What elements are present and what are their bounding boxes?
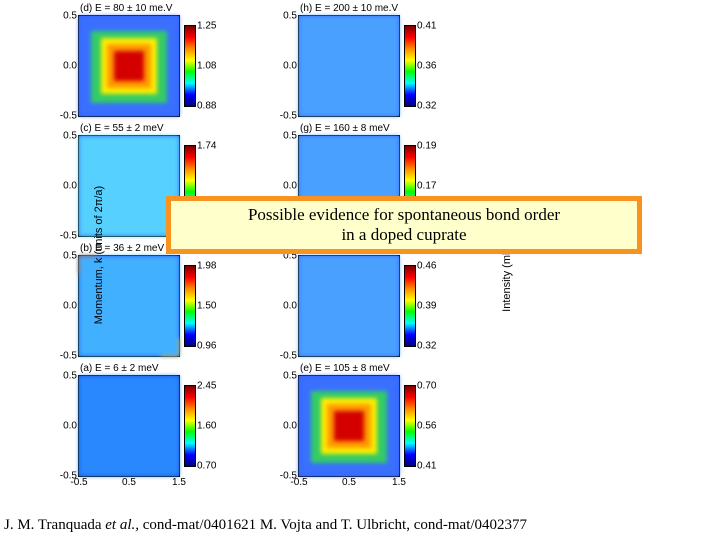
callout-line1: Possible evidence for spontaneous bond o…: [189, 205, 619, 225]
x-tick: 0.5: [342, 477, 356, 488]
y-tick: -0.5: [280, 111, 297, 122]
colorbar-tick: 0.41: [417, 461, 436, 472]
colorbar-tick: 0.96: [197, 341, 216, 352]
y-tick: 0.0: [63, 181, 77, 192]
y-tick: 0.0: [63, 421, 77, 432]
colorbar-tick: 0.32: [417, 101, 436, 112]
y-tick: -0.5: [60, 111, 77, 122]
colorbar: 1.981.500.96: [184, 265, 196, 347]
colorbar: 0.410.360.32: [404, 25, 416, 107]
y-tick: -0.5: [60, 231, 77, 242]
panel-title: (h) E = 200 ± 10 me.V: [300, 3, 398, 14]
colorbar: 2.451.600.70: [184, 385, 196, 467]
heatmap: 0.50.0-0.5: [298, 15, 400, 117]
heatmap: 0.50.0-0.5: [78, 15, 180, 117]
y-tick: 0.5: [283, 11, 297, 22]
callout-box: Possible evidence for spontaneous bond o…: [166, 196, 642, 254]
ref-left-id: cond-mat/0401621: [143, 517, 256, 533]
colorbar-tick: 2.45: [197, 381, 216, 392]
y-tick: 0.5: [63, 131, 77, 142]
heatmap: 0.50.0-0.5-0.50.51.5: [298, 375, 400, 477]
colorbar-tick: 0.39: [417, 301, 436, 312]
colorbar-tick: 1.25: [197, 21, 216, 32]
y-tick: -0.5: [60, 351, 77, 362]
x-tick: 1.5: [392, 477, 406, 488]
panel-a: (a) E = 6 ± 2 meV0.50.0-0.5-0.50.51.52.4…: [78, 375, 178, 475]
colorbar: 0.460.390.32: [404, 265, 416, 347]
colorbar-tick: 0.70: [197, 461, 216, 472]
colorbar-tick: 1.60: [197, 421, 216, 432]
y-tick: -0.5: [280, 351, 297, 362]
references: J. M. Tranquada et al., cond-mat/0401621…: [4, 517, 716, 534]
y-axis-label: Momentum, k (units of 2π/a): [93, 186, 105, 324]
panel-title: (d) E = 80 ± 10 me.V: [80, 3, 172, 14]
panel-f: (f) E = 120 ± 8 meV0.50.0-0.50.460.390.3…: [298, 255, 398, 355]
y-tick: 0.0: [283, 181, 297, 192]
colorbar-tick: 1.08: [197, 61, 216, 72]
y-tick: 0.5: [63, 11, 77, 22]
panel-title: (a) E = 6 ± 2 meV: [80, 363, 159, 374]
colorbar-tick: 1.50: [197, 301, 216, 312]
colorbar-tick: 0.19: [417, 141, 436, 152]
x-tick: -0.5: [290, 477, 307, 488]
colorbar-tick: 0.56: [417, 421, 436, 432]
colorbar-tick: 0.17: [417, 181, 436, 192]
y-tick: 0.0: [63, 61, 77, 72]
ref-right: M. Vojta and T. Ulbricht, cond-mat/04023…: [256, 517, 527, 533]
x-tick: -0.5: [70, 477, 87, 488]
y-tick: 0.5: [63, 251, 77, 262]
x-tick: 0.5: [122, 477, 136, 488]
callout-line2: in a doped cuprate: [189, 225, 619, 245]
figure-grid: (d) E = 80 ± 10 me.V0.50.0-0.51.251.080.…: [28, 5, 478, 505]
colorbar: 0.700.560.41: [404, 385, 416, 467]
y-tick: 0.0: [283, 421, 297, 432]
heatmap: 0.50.0-0.5: [298, 255, 400, 357]
y-tick: 0.5: [283, 371, 297, 382]
colorbar-tick: 0.88: [197, 101, 216, 112]
panel-e: (e) E = 105 ± 8 meV0.50.0-0.5-0.50.51.50…: [298, 375, 398, 475]
y-tick: 0.5: [63, 371, 77, 382]
colorbar-tick: 1.74: [197, 141, 216, 152]
x-tick: 1.5: [172, 477, 186, 488]
colorbar-tick: 0.36: [417, 61, 436, 72]
colorbar-tick: 0.41: [417, 21, 436, 32]
y-tick: 0.5: [283, 131, 297, 142]
y-tick: 0.0: [63, 301, 77, 312]
colorbar-tick: 0.46: [417, 261, 436, 272]
y-tick: 0.0: [283, 301, 297, 312]
panel-title: (g) E = 160 ± 8 meV: [300, 123, 390, 134]
panel-title: (c) E = 55 ± 2 meV: [80, 123, 164, 134]
colorbar-tick: 1.98: [197, 261, 216, 272]
ref-left-author: J. M. Tranquada: [4, 517, 105, 533]
panel-title: (e) E = 105 ± 8 meV: [300, 363, 390, 374]
panel-h: (h) E = 200 ± 10 me.V0.50.0-0.50.410.360…: [298, 15, 398, 115]
panel-d: (d) E = 80 ± 10 me.V0.50.0-0.51.251.080.…: [78, 15, 178, 115]
ref-left-etal: et al.,: [105, 517, 143, 533]
colorbar-tick: 0.70: [417, 381, 436, 392]
colorbar: 1.251.080.88: [184, 25, 196, 107]
y-tick: 0.0: [283, 61, 297, 72]
colorbar-tick: 0.32: [417, 341, 436, 352]
heatmap: 0.50.0-0.5-0.50.51.5: [78, 375, 180, 477]
